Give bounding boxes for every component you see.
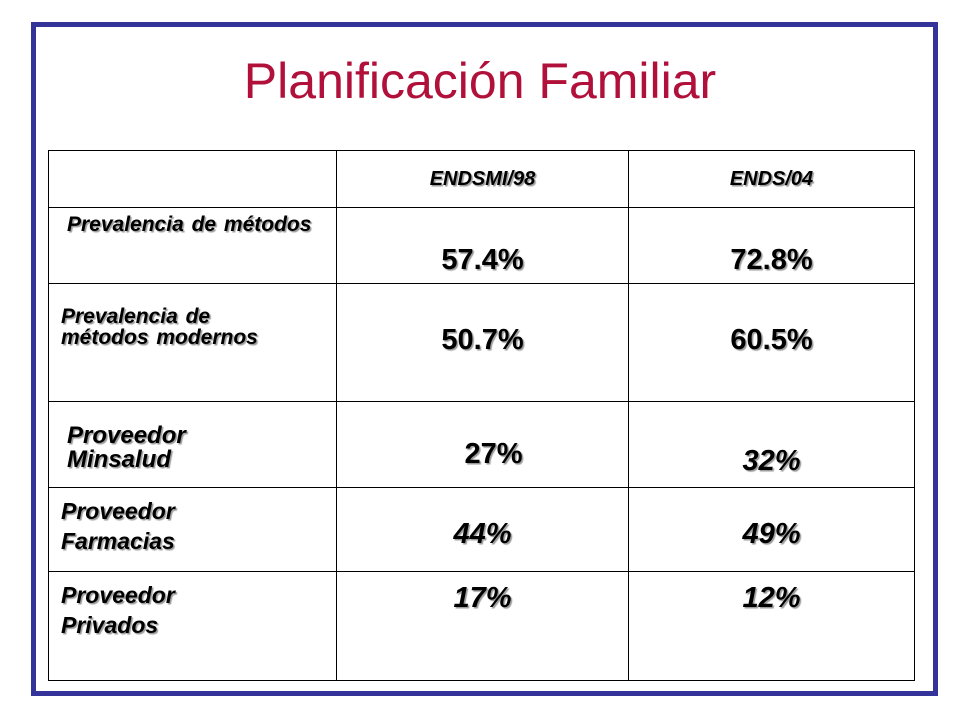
row-label-text: Prevalencia de métodos <box>67 213 312 236</box>
row-label-text: Proveedor Privados <box>61 582 175 638</box>
row-label-text: Proveedor Minsalud <box>67 422 186 473</box>
value-ends04: 32% <box>628 401 915 488</box>
row-label: Prevalencia de métodos modernos <box>48 283 337 402</box>
table-header-row: ENDSMI/98 ENDS/04 <box>48 150 915 208</box>
header-ends04: ENDS/04 <box>628 150 915 208</box>
value-endsmi98: 27% <box>336 401 629 488</box>
table-row: Proveedor Minsalud 27% 32% <box>48 401 915 488</box>
table-row: Prevalencia de métodos 57.4% 72.8% <box>48 207 915 284</box>
value-endsmi98: 44% <box>336 487 629 572</box>
header-cell-empty <box>48 150 337 208</box>
value-endsmi98: 50.7% <box>336 283 629 402</box>
row-label-text: Prevalencia de métodos modernos <box>61 305 258 349</box>
data-table: ENDSMI/98 ENDS/04 Prevalencia de métodos… <box>48 150 915 681</box>
row-label: Proveedor Privados <box>48 571 337 681</box>
value-ends04: 72.8% <box>628 207 915 284</box>
table-row: Proveedor Privados 17% 12% <box>48 571 915 681</box>
value-endsmi98: 57.4% <box>336 207 629 284</box>
value-ends04: 12% <box>628 571 915 681</box>
value-ends04: 49% <box>628 487 915 572</box>
slide-title: Planificación Familiar <box>243 53 717 109</box>
row-label: Prevalencia de métodos <box>48 207 337 284</box>
table-row: Proveedor Farmacias 44% 49% <box>48 487 915 572</box>
row-label-text: Proveedor Farmacias <box>61 498 175 554</box>
value-endsmi98: 17% <box>336 571 629 681</box>
table-row: Prevalencia de métodos modernos 50.7% 60… <box>48 283 915 402</box>
value-ends04: 60.5% <box>628 283 915 402</box>
header-endsmi98: ENDSMI/98 <box>336 150 629 208</box>
row-label: Proveedor Farmacias <box>48 487 337 572</box>
row-label: Proveedor Minsalud <box>48 401 337 488</box>
